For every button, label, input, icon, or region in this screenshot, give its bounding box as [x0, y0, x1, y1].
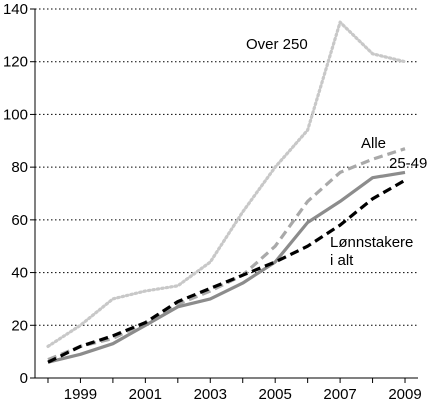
- gridlines: [35, 8, 418, 326]
- x-tick-label: 2009: [388, 386, 421, 403]
- series-label-2: 25-49: [389, 155, 427, 172]
- series-line-1: [47, 147, 406, 362]
- x-tick-label: 2003: [194, 386, 227, 403]
- series-lines: [46, 20, 407, 364]
- series-label-0: Over 250: [246, 36, 308, 53]
- y-tick-label: 120: [3, 54, 28, 71]
- x-tick-label: 2005: [258, 386, 291, 403]
- y-tick-label: 140: [3, 1, 28, 18]
- series-line-3: [47, 178, 406, 364]
- y-tick-label: 20: [11, 317, 28, 334]
- series-label-1: Alle: [361, 135, 386, 152]
- axes: 0 20 40 60 80 100 120 140 1999 2001 2003 2005 2007 20…: [3, 1, 422, 403]
- series-line-2: [47, 170, 406, 364]
- y-tick-label: 80: [11, 159, 28, 176]
- y-tick-label: 60: [11, 212, 28, 229]
- series-line-0: [46, 20, 407, 348]
- x-tick-label: 1999: [64, 386, 97, 403]
- x-tick-label: 2001: [129, 386, 162, 403]
- y-tick-label: 100: [3, 106, 28, 123]
- x-tick-label: 2007: [323, 386, 356, 403]
- y-tick-label: 0: [20, 370, 28, 387]
- series-label-3: Lønnstakere i alt: [330, 234, 413, 269]
- y-tick-label: 40: [11, 265, 28, 282]
